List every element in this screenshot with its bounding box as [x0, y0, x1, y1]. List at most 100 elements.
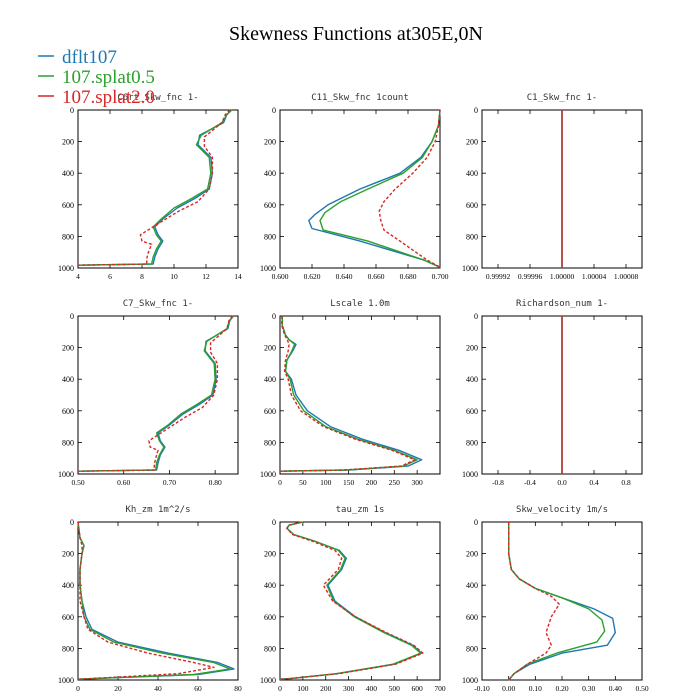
panel-3-ytick-label-0: 0: [70, 312, 74, 321]
panel-1-xtick-label-0: 0.600: [272, 272, 289, 281]
panel-5: Richardson_num 1- 0 200 400 600 800 1000 -0.8 -0…: [462, 299, 643, 487]
panel-5-ytick-label-5: 1000: [462, 470, 478, 479]
panel-6-xtick-label-2: 40: [154, 684, 162, 693]
panel-2-ytick-label-2: 400: [466, 169, 478, 178]
panel-1-xtick-label-4: 0.680: [400, 272, 417, 281]
panel-2-ytick-label-3: 600: [466, 201, 478, 210]
panel-6-xtick-label-3: 60: [194, 684, 202, 693]
panel-3-xtick-label-0: 0.50: [71, 478, 84, 487]
panel-4-xtick-label-1: 50: [299, 478, 307, 487]
panel-8-ytick-label-3: 600: [466, 613, 478, 622]
panel-8-ytick-label-2: 400: [466, 581, 478, 590]
panel-8-xtick-label-6: 0.50: [635, 684, 648, 693]
panel-0-frame: [77, 109, 239, 269]
panel-4-xtick-label-3: 150: [343, 478, 355, 487]
panel-3-xtick-label-1: 0.60: [117, 478, 130, 487]
panel-7-xtick-label-7: 700: [434, 684, 446, 693]
panel-8-xtick-label-1: 0.00: [502, 684, 515, 693]
panel-1-ytick-label-3: 600: [264, 201, 276, 210]
panel-1-ytick-label-4: 800: [264, 232, 276, 241]
panel-4-title: Lscale 1.0m: [330, 299, 390, 309]
panel-2-ytick-label-0: 0: [474, 106, 478, 115]
legend-label-1: 107.splat0.5: [62, 67, 155, 88]
figure-title: Skewness Functions at305E,0N: [229, 23, 483, 45]
panel-6-frame: [77, 521, 239, 681]
panel-4-frame: [279, 315, 441, 475]
panel-6-xtick-label-0: 0: [76, 684, 80, 693]
panel-4-ytick-label-3: 600: [264, 407, 276, 416]
panel-7-ytick-label-4: 800: [264, 644, 276, 653]
panel-7-ytick-label-1: 200: [264, 550, 276, 559]
panel-6-series-2-line: [77, 521, 215, 680]
panel-8-ytick-label-4: 800: [466, 644, 478, 653]
panel-1-ytick-label-1: 200: [264, 138, 276, 147]
panel-7-series-2-line: [279, 521, 424, 680]
panel-1: C11_Skw_fnc 1count 0 200 400 600 800 10000.600…: [260, 93, 449, 281]
panel-6-ytick-label-2: 400: [62, 581, 74, 590]
panel-4-ytick-label-1: 200: [264, 344, 276, 353]
panel-4-ytick-label-0: 0: [272, 312, 276, 321]
panel-5-title: Richardson_num 1-: [516, 299, 608, 309]
panel-0-series-1-line: [77, 109, 233, 266]
panel-1-series-1-line: [319, 109, 441, 268]
panel-6-xtick-label-4: 80: [234, 684, 242, 693]
panel-4-xtick-label-4: 200: [366, 478, 378, 487]
panel-7-title: tau_zm 1s: [336, 505, 385, 515]
panel-7-ytick-label-5: 1000: [260, 676, 276, 685]
panel-6-series-0-line: [77, 521, 235, 680]
panel-4-xtick-label-0: 0: [278, 478, 282, 487]
panel-8-xtick-label-5: 0.40: [609, 684, 622, 693]
panel-5-ytick-label-2: 400: [466, 375, 478, 384]
panel-8-ytick-label-1: 200: [466, 550, 478, 559]
panel-6-ytick-label-0: 0: [70, 518, 74, 527]
panel-8-series-2-line: [508, 522, 560, 681]
panel-1-frame: [279, 109, 441, 269]
panel-1-xtick-label-1: 0.620: [304, 272, 321, 281]
panel-0-xtick-label-0: 4: [76, 272, 80, 281]
panel-3-xtick-label-2: 0.70: [163, 478, 176, 487]
panel-4-xtick-label-6: 300: [412, 478, 424, 487]
panel-2-xtick-label-3: 1.00004: [582, 272, 607, 281]
panel-2: C1_Skw_fnc 1- 0 200 400 600 800 1000 0.99992 0.9…: [462, 93, 643, 281]
panel-7-xtick-label-4: 400: [366, 684, 378, 693]
panel-0-ytick-label-3: 600: [62, 201, 74, 210]
panel-5-ytick-label-0: 0: [474, 312, 478, 321]
panel-0-series-2-line: [77, 109, 231, 266]
panel-7-xtick-label-3: 300: [343, 684, 355, 693]
panel-8-xtick-label-3: 0.20: [555, 684, 568, 693]
panel-8-ytick-label-5: 1000: [462, 676, 478, 685]
panel-4-ytick-label-5: 1000: [260, 470, 276, 479]
panel-1-title: C11_Skw_fnc 1count: [311, 93, 409, 103]
panel-3-ytick-label-2: 400: [62, 375, 74, 384]
panel-1-xtick-label-3: 0.660: [368, 272, 385, 281]
panel-7-series-1-line: [279, 521, 422, 680]
panel-6-ytick-label-4: 800: [62, 644, 74, 653]
panel-0-ytick-label-0: 0: [70, 106, 74, 115]
panel-2-xtick-label-1: 0.99996: [518, 272, 543, 281]
panel-7-series-0-line: [279, 521, 423, 680]
panel-8-xtick-label-2: 0.10: [529, 684, 542, 693]
panel-0-title: C6rt_Skw_fnc 1-: [117, 93, 198, 103]
panel-2-xtick-label-4: 1.00008: [614, 272, 639, 281]
panel-6-ytick-label-3: 600: [62, 613, 74, 622]
panel-4-xtick-label-2: 100: [320, 478, 332, 487]
panel-7-ytick-label-2: 400: [264, 581, 276, 590]
panel-3-xtick-label-3: 0.80: [209, 478, 222, 487]
panel-8-ytick-label-0: 0: [474, 518, 478, 527]
panel-3-ytick-label-3: 600: [62, 407, 74, 416]
panel-8-frame: [481, 521, 643, 681]
panel-1-xtick-label-5: 0.700: [432, 272, 449, 281]
panel-4-series-1-line: [279, 316, 418, 472]
panel-3-ytick-label-5: 1000: [58, 470, 74, 479]
panel-7-xtick-label-0: 0: [278, 684, 282, 693]
legend-label-0: dflt107: [62, 47, 117, 68]
panel-2-xtick-label-0: 0.99992: [486, 272, 511, 281]
panel-5-ytick-label-4: 800: [466, 438, 478, 447]
panel-7-frame: [279, 521, 441, 681]
panel-0-xtick-label-3: 10: [170, 272, 178, 281]
panel-8: Skw_velocity 1m/s 0 200 400 600 800 1000-0.10 0…: [462, 505, 649, 693]
panel-0-ytick-label-2: 400: [62, 169, 74, 178]
